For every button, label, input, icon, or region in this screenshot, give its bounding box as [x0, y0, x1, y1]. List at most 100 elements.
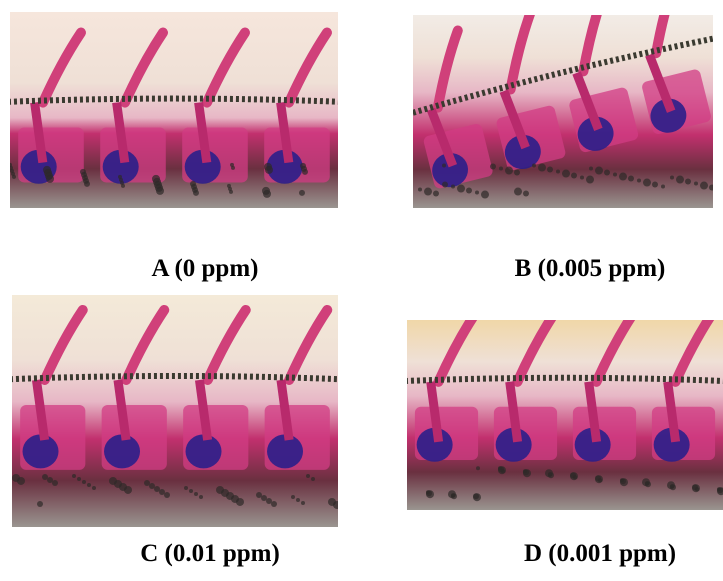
pigment-dot: [562, 170, 570, 178]
pigment-dot: [451, 493, 457, 499]
pigment-dot: [700, 182, 708, 190]
pigment-dot: [645, 481, 651, 487]
pigment-dot: [523, 469, 531, 477]
pigment-dot: [501, 469, 505, 473]
pigment-dot: [548, 472, 554, 478]
pigment-dot: [676, 176, 684, 184]
pigment-dot: [451, 185, 455, 189]
pigment-dot: [42, 474, 48, 480]
pigment-dot: [87, 483, 91, 487]
pigment-dot: [426, 490, 434, 498]
pigment-dot: [17, 477, 25, 485]
pigment-dot: [302, 169, 308, 175]
pigment-dot: [589, 167, 593, 171]
pigment-dot: [466, 188, 472, 194]
pigment-dot: [424, 188, 432, 196]
pigment-dot: [236, 498, 244, 506]
pigment-dot: [499, 167, 503, 171]
pigment-dot: [229, 190, 233, 194]
pigment-dot: [418, 188, 422, 192]
panel-caption: C (0.01 ppm): [60, 540, 360, 568]
pigment-dot: [595, 167, 603, 175]
pigment-dot: [164, 492, 170, 498]
pigment-dot: [573, 475, 577, 479]
pigment-dot: [299, 190, 305, 196]
panel-caption: A (0 ppm): [55, 255, 355, 283]
pigment-dot: [442, 182, 448, 188]
pigment-dot: [514, 188, 522, 196]
pigment-dot: [670, 484, 676, 490]
pigment-dot: [670, 176, 674, 180]
pigment-dot: [265, 166, 273, 174]
pigment-dot: [144, 480, 150, 486]
pigment-dot: [37, 501, 43, 507]
pigment-dot: [301, 501, 305, 505]
pigment-dot: [547, 167, 553, 173]
pigment-dot: [481, 191, 489, 199]
pigment-dot: [149, 483, 155, 489]
pigment-dot: [442, 164, 446, 168]
micrograph: [407, 320, 723, 510]
pigment-dot: [159, 489, 165, 495]
pigment-dot: [523, 191, 529, 197]
pigment-dot: [296, 498, 300, 502]
pigment-dot: [231, 166, 235, 170]
pigment-dot: [256, 492, 262, 498]
panel-caption: D (0.001 ppm): [450, 540, 723, 568]
pigment-dot: [694, 182, 698, 186]
pigment-dot: [154, 486, 160, 492]
pigment-dot: [77, 477, 81, 481]
micrograph: [10, 12, 338, 208]
pigment-dot: [695, 487, 699, 491]
pigment-dot: [47, 477, 53, 483]
pigment-dot: [628, 176, 634, 182]
pigment-dot: [311, 477, 315, 481]
micrograph: [413, 15, 713, 208]
pigment-dot: [84, 181, 90, 187]
pigment-dot: [556, 170, 560, 174]
pigment-dot: [490, 164, 496, 170]
pigment-dot: [514, 170, 520, 176]
pigment-dot: [199, 495, 203, 499]
pigment-dot: [505, 167, 513, 175]
pigment-dot: [193, 190, 199, 196]
pigment-dot: [52, 480, 58, 486]
pigment-dot: [604, 170, 610, 176]
pigment-dot: [620, 478, 628, 486]
pigment-dot: [194, 492, 198, 496]
pigment-dot: [266, 498, 272, 504]
pigment-dot: [291, 495, 295, 499]
pigment-dot: [586, 176, 594, 184]
pigment-dot: [475, 191, 479, 195]
pigment-dot: [538, 164, 546, 172]
pigment-dot: [457, 185, 465, 193]
pigment-dot: [476, 466, 480, 470]
pigment-dot: [580, 176, 584, 180]
panel-caption: B (0.005 ppm): [440, 255, 723, 283]
pigment-dot: [46, 175, 54, 183]
pigment-dot: [661, 185, 665, 189]
pigment-dot: [652, 182, 658, 188]
pigment-dot: [571, 173, 577, 179]
pigment-dot: [271, 501, 277, 507]
figure: A (0 ppm) B (0.005 ppm) C (0.01 ppm) D (…: [0, 0, 723, 581]
pigment-dot: [685, 179, 691, 185]
pigment-dot: [433, 191, 439, 197]
pigment-dot: [532, 164, 536, 168]
pigment-dot: [263, 190, 271, 198]
pigment-dot: [473, 493, 481, 501]
pigment-dot: [598, 478, 602, 482]
pigment-dot: [82, 480, 86, 484]
pigment-dot: [306, 474, 310, 478]
pigment-dot: [613, 173, 617, 177]
pigment-dot: [121, 184, 125, 188]
pigment-dot: [92, 486, 96, 490]
pigment-dot: [124, 486, 132, 494]
pigment-dot: [12, 175, 16, 179]
pigment-dot: [637, 179, 641, 183]
pigment-dot: [619, 173, 627, 181]
pigment-dot: [643, 179, 651, 187]
pigment-dot: [261, 495, 267, 501]
pigment-dot: [72, 474, 76, 478]
pigment-dot: [156, 187, 164, 195]
